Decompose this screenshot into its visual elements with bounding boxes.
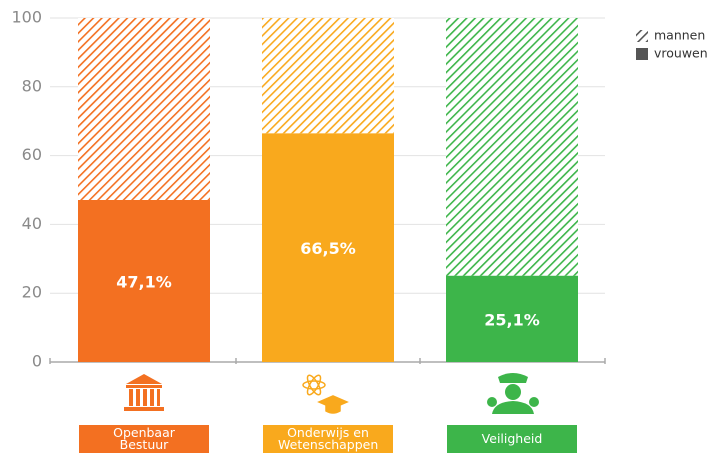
legend-label: mannen: [654, 28, 705, 43]
x-tick-label: Veiligheid: [481, 431, 543, 446]
category-label-box: Onderwijs en Wetenschappen: [263, 425, 393, 453]
legend-swatch: [636, 48, 648, 60]
x-tick-label: Openbaar Bestuur: [113, 425, 175, 452]
bar: [78, 199, 210, 362]
data-label: 66,5%: [300, 239, 356, 258]
y-tick-label: 20: [22, 283, 42, 302]
bar-hatched: [262, 18, 394, 134]
bar: [446, 275, 578, 362]
data-label: 47,1%: [116, 272, 172, 291]
legend-swatch: [636, 30, 648, 42]
y-tick-label: 60: [22, 145, 42, 164]
category-label-box: Veiligheid: [447, 425, 577, 453]
bar-hatched: [78, 18, 210, 200]
bar: [262, 133, 394, 362]
data-label: 25,1%: [484, 310, 540, 329]
category-label-box: Openbaar Bestuur: [79, 425, 209, 453]
y-tick-label: 80: [22, 76, 42, 95]
y-tick-label: 100: [11, 8, 42, 27]
bar-hatched: [446, 18, 578, 276]
y-tick-label: 0: [32, 352, 42, 371]
legend-label: vrouwen: [654, 46, 708, 61]
x-tick-label: Onderwijs en Wetenschappen: [278, 425, 379, 452]
icon-science: [302, 374, 349, 414]
icon-building: [124, 374, 164, 411]
y-tick-label: 40: [22, 214, 42, 233]
icon-police: [487, 373, 539, 414]
